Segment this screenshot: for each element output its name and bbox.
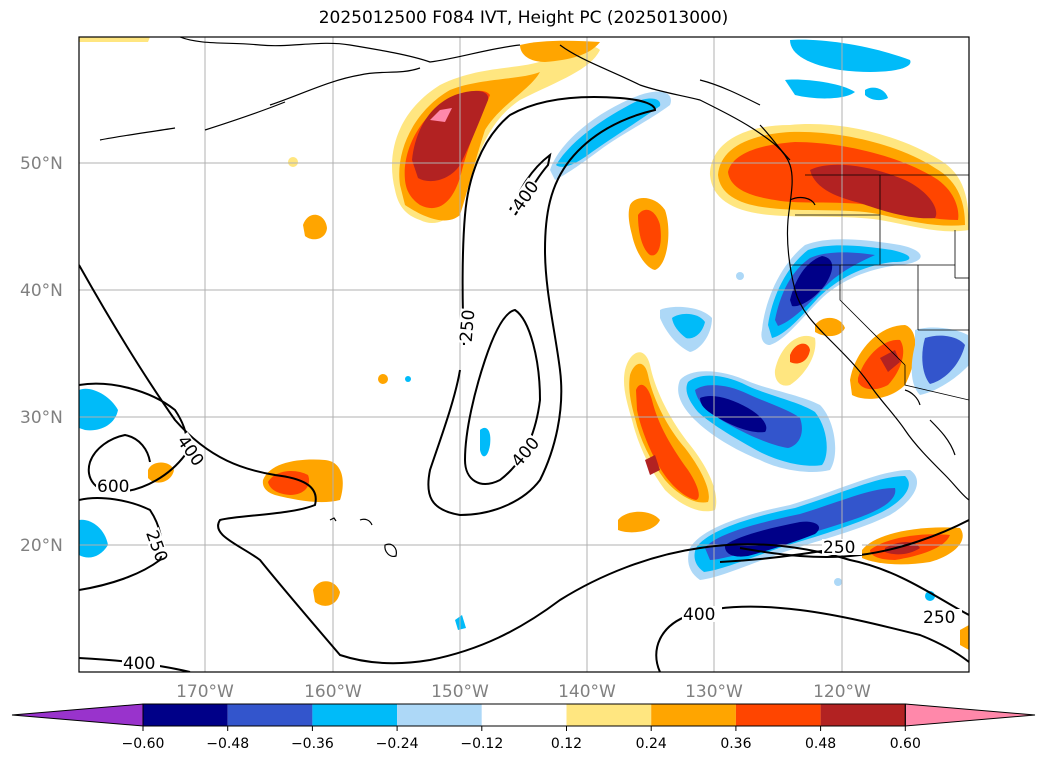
lon-label-170w: 170°W bbox=[176, 682, 234, 702]
colorbar-extend-high bbox=[904, 703, 1036, 727]
colorbar-tick-label: −0.24 bbox=[376, 736, 419, 752]
lat-label-30n: 30°N bbox=[20, 408, 63, 428]
contour-label-400-upper: 400 bbox=[508, 177, 543, 215]
contour-label-400-southeast: 400 bbox=[683, 605, 715, 625]
colorbar-segment bbox=[735, 704, 821, 726]
colorbar-segment bbox=[820, 704, 906, 726]
colorbar-tick-label: 0.36 bbox=[720, 736, 751, 752]
lon-label-120w: 120°W bbox=[813, 682, 871, 702]
ivt-positive-fills bbox=[79, 37, 969, 650]
coastlines bbox=[99, 37, 969, 557]
colorbar-segment bbox=[481, 704, 567, 726]
colorbar: −0.60 −0.48 −0.36 −0.24 −0.12 0.12 0.24 0.36 0.4… bbox=[11, 703, 1036, 752]
lon-label-140w: 140°W bbox=[558, 682, 616, 702]
lon-labels: 170°W 160°W 150°W 140°W 130°W 120°W bbox=[176, 682, 871, 702]
colorbar-extend-low bbox=[11, 703, 144, 727]
contour-label-250-center: 250 bbox=[457, 309, 480, 343]
lon-label-150w: 150°W bbox=[431, 682, 489, 702]
colorbar-tick-label: 0.24 bbox=[636, 736, 667, 752]
colorbar-outline bbox=[142, 703, 906, 727]
colorbar-segment bbox=[651, 704, 736, 726]
colorbar-segment bbox=[227, 704, 313, 726]
colorbar-segment bbox=[312, 704, 398, 726]
colorbar-tick-label: −0.60 bbox=[122, 736, 165, 752]
map-frame bbox=[78, 36, 970, 673]
contour-label-400-center: 400 bbox=[508, 434, 544, 472]
colorbar-tick-label: −0.48 bbox=[206, 736, 249, 752]
ivt-negative-fills bbox=[79, 39, 969, 630]
map-title: 2025012500 F084 IVT, Height PC (20250130… bbox=[318, 8, 729, 28]
lon-label-130w: 130°W bbox=[685, 682, 743, 702]
contour-label-400-bottom: 400 bbox=[123, 654, 155, 674]
lat-label-20n: 20°N bbox=[20, 536, 63, 556]
colorbar-tick-label: 0.48 bbox=[805, 736, 836, 752]
colorbar-segment bbox=[566, 704, 652, 726]
contour-label-600: 600 bbox=[97, 477, 129, 497]
colorbar-tick-label: 0.60 bbox=[890, 736, 921, 752]
lat-labels: 50°N 40°N 30°N 20°N bbox=[20, 154, 63, 556]
colorbar-tick-label: 0.12 bbox=[551, 736, 582, 752]
lon-label-160w: 160°W bbox=[304, 682, 362, 702]
colorbar-segment bbox=[143, 704, 228, 726]
lat-label-50n: 50°N bbox=[20, 154, 63, 174]
boundaries bbox=[790, 174, 969, 401]
lat-label-40n: 40°N bbox=[20, 281, 63, 301]
colorbar-tick-label: −0.12 bbox=[460, 736, 503, 752]
colorbar-segment bbox=[397, 704, 482, 726]
colorbar-tick-label: −0.36 bbox=[291, 736, 334, 752]
contour-label-250-left: 250 bbox=[141, 528, 171, 565]
contour-label-250-southeast: 250 bbox=[923, 608, 955, 628]
contour-label-250-east: 250 bbox=[823, 538, 855, 558]
map-area: 400 250 600 400 250 400 400 250 400 250 bbox=[79, 37, 969, 674]
